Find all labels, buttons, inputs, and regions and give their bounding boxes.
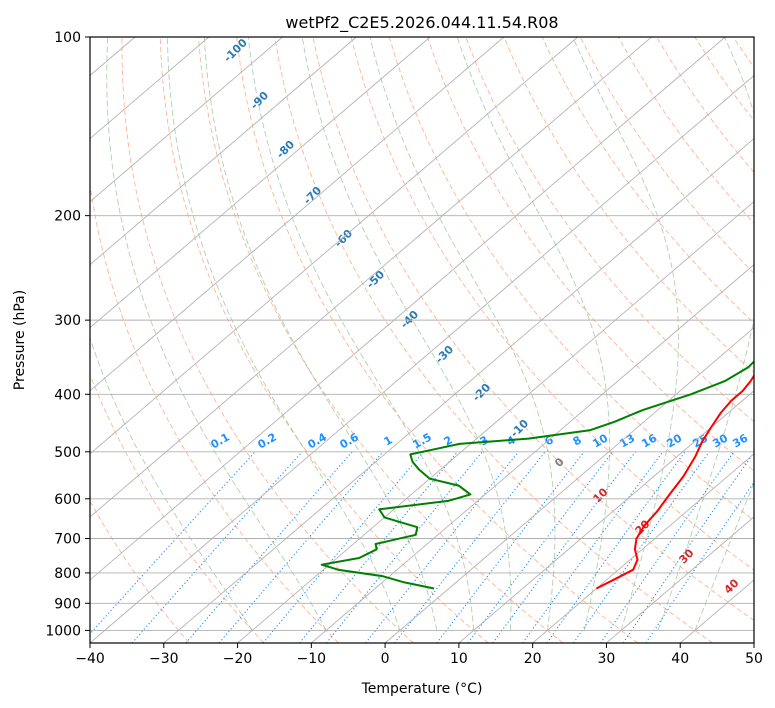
y-tick-label: 800 bbox=[54, 566, 81, 582]
isotherm-line bbox=[0, 37, 61, 643]
x-tick-label: 40 bbox=[671, 651, 689, 667]
isotherm-line bbox=[90, 37, 283, 203]
y-tick-label: 500 bbox=[54, 445, 81, 461]
plot-background bbox=[90, 37, 754, 643]
isotherm-line bbox=[90, 37, 652, 518]
dry-adiabat-line bbox=[159, 37, 489, 643]
isotherm-line bbox=[237, 201, 754, 643]
x-tick-label: 20 bbox=[524, 651, 542, 667]
moist-adiabat-line bbox=[203, 37, 438, 631]
isotherm-line bbox=[90, 37, 726, 581]
mixing-ratio-line bbox=[467, 451, 614, 643]
x-tick-label: 0 bbox=[381, 651, 390, 667]
dry-adiabat-line bbox=[465, 37, 754, 423]
isotherm-line bbox=[458, 390, 754, 643]
isotherm-line bbox=[90, 37, 578, 455]
x-axis: −40 −30 −20 −10 0 10 20 30 40 50 bbox=[75, 643, 763, 667]
y-tick-label: 900 bbox=[54, 596, 81, 612]
y-axis: 100 200 300 400 500 600 700 800 900 1000 bbox=[45, 30, 90, 639]
mixing-ratio-line bbox=[522, 451, 664, 643]
mixing-ratio-line bbox=[131, 451, 303, 643]
x-tick-label: 30 bbox=[598, 651, 616, 667]
isotherm-line bbox=[163, 137, 754, 643]
dry-adiabat-line bbox=[771, 37, 775, 643]
y-tick-label: 300 bbox=[54, 313, 81, 329]
x-tick-label: −10 bbox=[297, 651, 327, 667]
isotherm-line bbox=[384, 327, 754, 643]
dry-adiabat-line bbox=[427, 37, 754, 472]
mixing-ratio-line bbox=[262, 451, 425, 643]
isotherm-line bbox=[753, 642, 754, 643]
y-tick-label: 100 bbox=[54, 30, 81, 46]
x-axis-label: Temperature (°C) bbox=[361, 681, 483, 697]
y-axis-label: Pressure (hPa) bbox=[12, 290, 28, 390]
moist-adiabat-line bbox=[106, 37, 327, 631]
x-tick-label: −30 bbox=[149, 651, 179, 667]
profiles bbox=[320, 360, 754, 590]
profile-line bbox=[320, 360, 754, 590]
dry-adiabat-line bbox=[90, 373, 265, 643]
mixing-ratio-line bbox=[365, 451, 520, 643]
y-tick-label: 200 bbox=[54, 209, 81, 225]
y-tick-label: 1000 bbox=[45, 623, 81, 639]
moist-adiabat-line bbox=[694, 481, 754, 631]
dry-adiabat-line bbox=[274, 37, 713, 643]
y-tick-label: 400 bbox=[54, 387, 81, 403]
isotherm-line bbox=[90, 37, 357, 266]
isotherm-line bbox=[606, 516, 754, 643]
isotherm-line bbox=[90, 74, 754, 643]
moist-adiabat-line bbox=[657, 37, 754, 631]
isotherm-line bbox=[532, 453, 754, 643]
mixing-ratio-line bbox=[436, 451, 585, 643]
plot-frame bbox=[89, 36, 755, 644]
isotherm-line bbox=[90, 37, 505, 392]
moist-adiabat-line bbox=[572, 37, 679, 631]
isotherm-line bbox=[90, 37, 431, 329]
mixing-ratio-line bbox=[492, 451, 636, 643]
moist-adiabat-line bbox=[456, 37, 610, 631]
dry-adiabat-line bbox=[197, 37, 564, 643]
mixing-ratio-line bbox=[218, 451, 384, 643]
moist-adiabat-line bbox=[301, 37, 512, 631]
dry-adiabat-line bbox=[503, 37, 754, 374]
moist-adiabat-line bbox=[90, 336, 253, 631]
profile-line bbox=[595, 373, 754, 590]
mixing-ratio-line bbox=[622, 451, 754, 643]
mixing-ratio-line bbox=[90, 451, 256, 635]
y-tick-label: 700 bbox=[54, 532, 81, 548]
x-tick-label: −40 bbox=[75, 651, 105, 667]
isotherm-line bbox=[90, 37, 210, 140]
x-tick-label: −20 bbox=[223, 651, 253, 667]
grid bbox=[0, 37, 754, 643]
moist-adiabat-line bbox=[369, 37, 556, 631]
x-tick-label: 10 bbox=[450, 651, 468, 667]
chart-title: wetPf2_C2E5.2026.044.11.54.R08 bbox=[285, 13, 558, 33]
dry-adiabat-line bbox=[312, 37, 754, 621]
mixing-ratio-line bbox=[299, 451, 458, 643]
dry-adiabat-line bbox=[388, 37, 754, 521]
mixing-ratio-line bbox=[573, 451, 710, 643]
moist-adiabat-line bbox=[166, 37, 401, 631]
isotherm-line bbox=[311, 264, 754, 643]
y-tick-label: 600 bbox=[54, 492, 81, 508]
x-tick-label: 50 bbox=[745, 651, 763, 667]
